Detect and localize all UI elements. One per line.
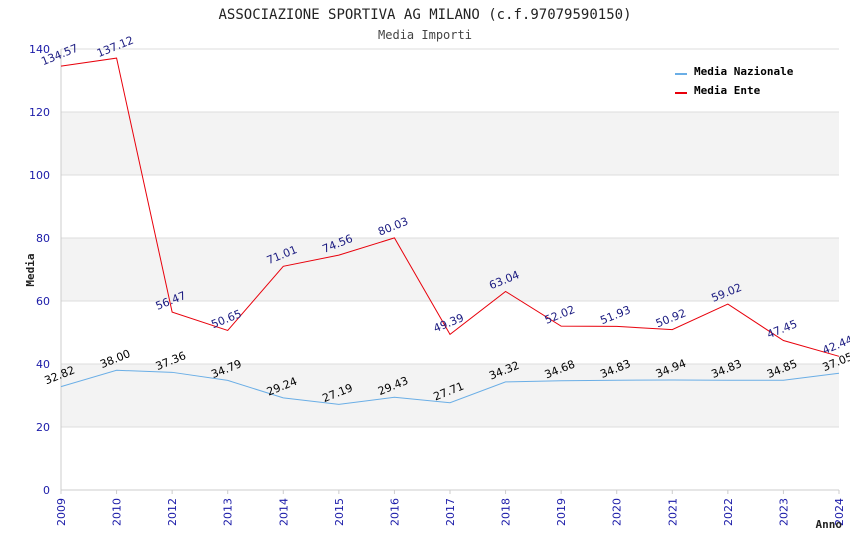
chart-title: ASSOCIAZIONE SPORTIVA AG MILANO (c.f.970… [218, 7, 631, 23]
data-label: 47.45 [765, 317, 799, 341]
data-label: 137.12 [95, 34, 136, 60]
x-tick-label: 2023 [777, 498, 790, 526]
y-axis-label: Media [24, 253, 37, 286]
grid-bands [61, 48, 839, 491]
y-tick-label: 60 [36, 295, 50, 308]
data-label: 51.93 [598, 303, 632, 327]
y-tick-label: 80 [36, 232, 50, 245]
data-label: 50.65 [209, 307, 243, 331]
x-tick-label: 2012 [166, 498, 179, 526]
x-tick-label: 2021 [666, 498, 679, 526]
legend-entry: Media Ente [694, 84, 761, 97]
x-tick-label: 2024 [833, 498, 846, 526]
series-line-media-nazionale [60, 369, 840, 405]
series-line-media-ente [60, 57, 840, 357]
data-label: 80.03 [376, 215, 410, 239]
grid-band [61, 112, 839, 175]
chart-subtitle: Media Importi [378, 28, 472, 42]
y-tick-label: 120 [29, 106, 50, 119]
y-tick-label: 0 [43, 484, 50, 497]
grid-band [61, 238, 839, 301]
x-tick-label: 2014 [277, 498, 290, 526]
legend-entry: Media Nazionale [694, 65, 794, 78]
axes: 0 20 40 60 80 100 120 140 2009 2010 2012 2013 2014 20… [29, 43, 846, 526]
y-tick-label: 140 [29, 43, 50, 56]
y-tick-label: 100 [29, 169, 50, 182]
series-layer [60, 57, 840, 405]
x-tick-label: 2016 [388, 498, 401, 526]
y-tick-label: 40 [36, 358, 50, 371]
y-tick-label: 20 [36, 421, 50, 434]
x-tick-label: 2018 [500, 498, 513, 526]
legend: Media Nazionale Media Ente [675, 65, 794, 97]
x-tick-label: 2017 [444, 498, 457, 526]
data-label: 52.02 [543, 303, 577, 327]
x-tick-label: 2019 [555, 498, 568, 526]
grid-band [61, 364, 839, 427]
x-axis-label: Anno [816, 518, 843, 531]
x-tick-label: 2013 [222, 498, 235, 526]
x-tick-label: 2015 [333, 498, 346, 526]
x-tick-label: 2009 [55, 498, 68, 526]
data-label: 50.92 [654, 306, 688, 330]
x-tick-label: 2020 [611, 498, 624, 526]
x-tick-label: 2010 [111, 498, 124, 526]
x-tick-label: 2022 [722, 498, 735, 526]
